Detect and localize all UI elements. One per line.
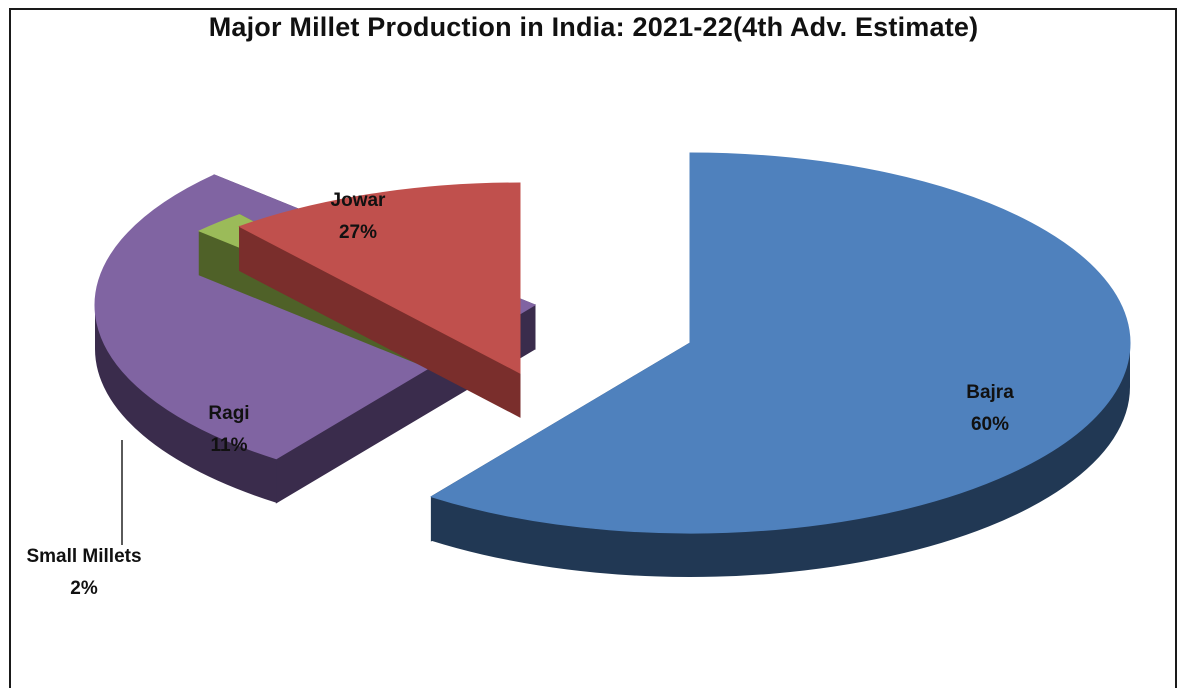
label-small-millets: Small Millets xyxy=(26,546,141,567)
slice-ragi xyxy=(238,182,521,418)
slice-top xyxy=(430,152,1131,534)
label-ragi: Ragi xyxy=(208,403,249,424)
slice-side xyxy=(431,343,1130,578)
slice-bajra xyxy=(430,152,1131,578)
chart-frame xyxy=(9,8,1177,688)
label-jowar: Jowar xyxy=(331,190,387,211)
value-bajra: 60% xyxy=(971,414,1009,435)
slice-side xyxy=(95,305,277,503)
slice-top xyxy=(238,182,521,374)
label-bajra: Bajra xyxy=(966,382,1014,403)
value-jowar: 27% xyxy=(339,222,377,243)
value-ragi: 11% xyxy=(211,435,248,456)
chart-title: Major Millet Production in India: 2021-2… xyxy=(208,12,979,42)
value-small-millets: 2% xyxy=(70,578,98,599)
